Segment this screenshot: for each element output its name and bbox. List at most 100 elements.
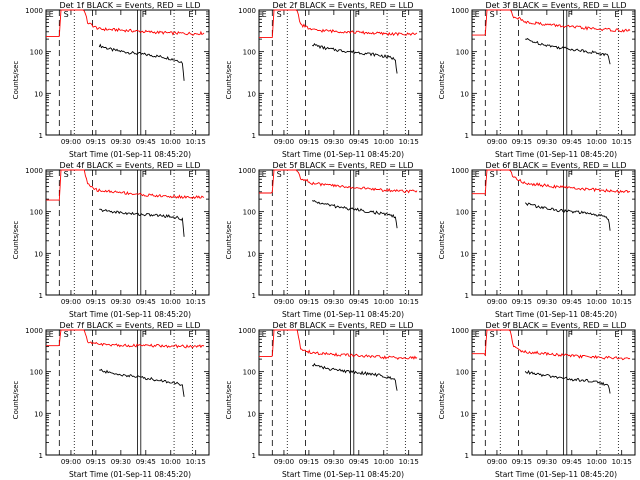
y-tick-label: 1 [252,452,256,460]
marker-label: E [614,10,619,19]
x-tick-label: 09:00 [274,298,294,306]
y-tick-label: 10 [34,90,43,98]
x-tick-label: 09:00 [487,458,507,466]
y-tick-label: 1000 [25,7,43,15]
plot-svg: 1 10 100 1000 09:00 09:15 09:30 09:45 10:00 10:15… [25,167,210,306]
y-tick-label: 1 [465,132,469,140]
y-tick-label: 1000 [238,167,256,175]
detector-panel-4: 1 10 100 1000 09:00 09:15 09:30 09:45 10:00 10:15… [0,160,213,320]
events-series-line [99,208,185,237]
x-tick-label: 09:00 [487,298,507,306]
y-axis-label: Counts/sec [225,220,233,260]
x-axis-label: Start Time (01-Sep-11 08:45:20) [69,150,191,159]
x-tick-label: 10:00 [374,298,394,306]
x-tick-label: 09:00 [61,298,81,306]
marker-label: E [262,170,267,179]
x-tick-label: 09:15 [512,458,532,466]
marker-label: E [188,10,193,19]
marker-label: S [277,170,282,179]
marker-label: E [49,10,54,19]
marker-label: F [142,170,147,179]
marker-label: F [568,170,573,179]
y-axis-label: Counts/sec [12,380,20,420]
marker-label: E [188,330,193,339]
x-tick-label: 10:15 [399,298,419,306]
x-tick-label: 10:00 [161,458,181,466]
panel-title: Det 5f BLACK = Events, RED = LLD [272,161,414,170]
x-tick-label: 10:15 [612,298,632,306]
x-tick-label: 09:30 [537,298,557,306]
marker-label: F [142,330,147,339]
y-tick-label: 1 [465,292,469,300]
x-tick-label: 09:15 [299,298,319,306]
events-series-line [524,369,611,394]
marker-label: E [262,10,267,19]
marker-label: S [277,330,282,339]
y-tick-label: 1000 [451,7,469,15]
y-tick-label: 1 [39,452,43,460]
x-tick-label: 09:15 [299,458,319,466]
y-tick-label: 100 [243,49,256,57]
x-tick-label: 09:45 [136,298,156,306]
marker-label: F [568,10,573,19]
x-tick-label: 09:00 [61,138,81,146]
detector-panel-7: 1 10 100 1000 09:00 09:15 09:30 09:45 10:00 10:15… [0,320,213,480]
plot-frame [45,169,210,296]
marker-label: E [49,330,54,339]
y-axis-label: Counts/sec [225,380,233,420]
plot-svg: 1 10 100 1000 09:00 09:15 09:30 09:45 10:00 10:15… [451,7,636,146]
lld-series-line [472,9,631,36]
detector-panel-9: 1 10 100 1000 09:00 09:15 09:30 09:45 10:00 10:15… [426,320,639,480]
x-tick-label: 10:00 [161,138,181,146]
marker-label: S [490,10,495,19]
marker-label: S [64,10,69,19]
lld-series-line [472,329,631,361]
events-series-line [311,362,398,391]
x-tick-label: 09:15 [86,298,106,306]
plot-svg: 1 10 100 1000 09:00 09:15 09:30 09:45 10:00 10:15… [238,167,423,306]
x-axis-label: Start Time (01-Sep-11 08:45:20) [282,310,404,319]
plot-svg: 1 10 100 1000 09:00 09:15 09:30 09:45 10:00 10:15… [238,7,423,146]
x-tick-label: 09:30 [324,458,344,466]
x-tick-label: 09:00 [274,138,294,146]
x-tick-label: 10:00 [587,138,607,146]
x-tick-label: 10:15 [186,138,206,146]
detector-panel-3: 1 10 100 1000 09:00 09:15 09:30 09:45 10:00 10:15… [426,0,639,160]
marker-label: S [64,170,69,179]
y-tick-label: 1 [252,132,256,140]
x-tick-label: 09:00 [487,138,507,146]
y-tick-label: 100 [30,209,43,217]
lld-series-line [259,9,418,38]
marker-label: F [355,330,360,339]
y-tick-label: 10 [247,410,256,418]
y-tick-label: 1000 [451,167,469,175]
x-tick-label: 09:00 [274,458,294,466]
x-tick-label: 10:15 [612,458,632,466]
x-tick-label: 09:15 [299,138,319,146]
y-tick-label: 10 [34,250,43,258]
panel-title: Det 8f BLACK = Events, RED = LLD [272,321,414,330]
x-tick-label: 09:15 [512,298,532,306]
x-axis-label: Start Time (01-Sep-11 08:45:20) [495,150,617,159]
marker-label: E [614,330,619,339]
plot-frame [258,9,423,136]
x-tick-label: 10:15 [186,458,206,466]
panel-title: Det 6f BLACK = Events, RED = LLD [485,161,627,170]
marker-label: E [475,170,480,179]
x-tick-label: 09:45 [349,458,369,466]
x-tick-label: 10:00 [587,458,607,466]
y-tick-label: 1 [252,292,256,300]
plot-frame [471,329,636,456]
plot-svg: 1 10 100 1000 09:00 09:15 09:30 09:45 10:00 10:15… [25,7,210,146]
x-tick-label: 09:45 [136,458,156,466]
marker-label: F [568,330,573,339]
lld-series-line [46,329,205,349]
marker-label: F [355,10,360,19]
panel-title: Det 2f BLACK = Events, RED = LLD [272,1,414,10]
marker-label: E [401,330,406,339]
y-tick-label: 100 [30,369,43,377]
x-tick-label: 09:45 [562,298,582,306]
lld-series-line [259,329,418,360]
marker-label: S [490,330,495,339]
x-tick-label: 10:15 [612,138,632,146]
